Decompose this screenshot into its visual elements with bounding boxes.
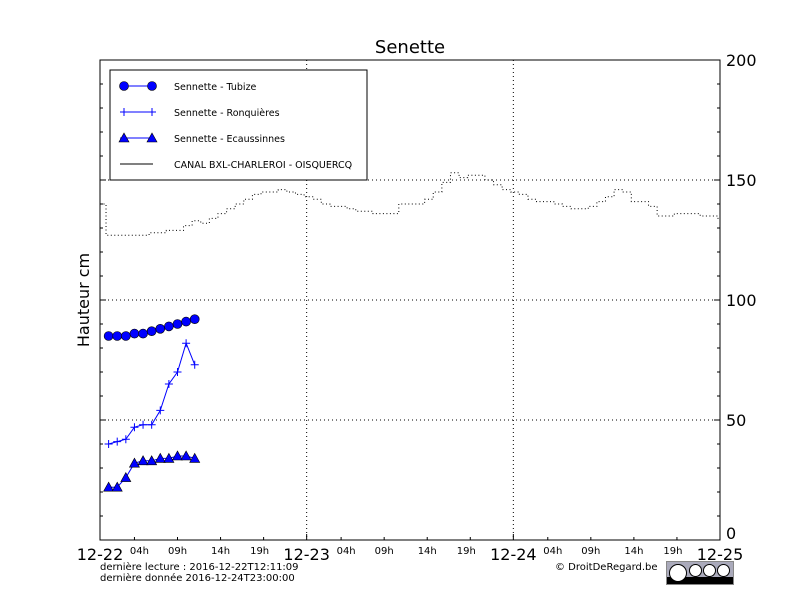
plus-mark [121,435,130,444]
legend-label: Sennette - Ecaussinnes [174,134,285,145]
x-tick-label-minor: 09h [375,546,394,557]
y-tick-label: 200 [726,51,757,70]
data-point-plus [139,420,148,429]
series-line [100,172,720,236]
x-tick-label-minor: 04h [543,546,562,557]
y-axis-label: Hauteur cm [74,253,93,347]
cc-license-badge [666,561,734,585]
plus-mark [190,360,199,369]
x-tick-label-minor: 04h [130,546,149,557]
x-tick-label-minor: 14h [418,546,437,557]
data-point-plus [130,423,139,432]
data-point-triangle [146,455,158,466]
data-point-plus [173,368,182,376]
legend: Sennette - Tubize Sennette - Ronquières Se… [109,69,368,181]
legend-label: Sennette - Tubize [174,82,257,93]
y-tick-label: 150 [726,171,757,190]
data-point-circle [155,323,166,334]
y-tick-label: 100 [726,291,757,310]
series-0 [103,314,200,341]
data-point-plus [148,108,156,116]
data-point-triangle [120,471,132,482]
x-tick-label-major: 12-23 [283,545,330,564]
data-point-triangle [128,457,140,468]
data-point-triangle [189,452,201,463]
data-point-circle [172,319,183,329]
data-point-triangle [103,481,115,492]
by-icon [689,564,702,577]
x-tick-label-minor: 14h [211,546,230,557]
data-point-triangle [171,450,184,461]
data-point-circle [181,316,191,327]
data-point-triangle [137,455,149,466]
x-tick-label-minor: 14h [624,546,643,557]
x-tick-label-minor: 19h [457,546,476,557]
plus-mark [173,368,182,376]
plus-mark [120,108,128,116]
x-tick-label-minor: 09h [168,546,187,557]
last-read-text: dernière lecture : 2016-12-22T12:11:09 [100,562,299,573]
data-point-circle [121,331,131,341]
data-point-plus [156,406,165,415]
plus-mark [182,339,191,348]
plus-mark [139,420,148,429]
series-2 [103,450,201,492]
data-point-circle [147,81,157,91]
legend-label: Sennette - Ronquières [174,108,280,119]
x-tick-label-minor: 09h [581,546,600,557]
x-tick-label-minor: 04h [337,546,356,557]
data-point-plus [164,380,173,388]
plus-mark [156,406,165,415]
data-point-plus [120,108,128,116]
series-1 [104,339,199,448]
sa-icon [717,564,730,577]
last-data-text: dernière donnée 2016-12-24T23:00:00 [100,573,295,584]
x-tick-label-minor: 19h [250,546,269,557]
data-point-triangle [180,450,192,461]
data-point-circle [189,314,200,325]
x-tick-label-major: 12-24 [490,545,537,564]
plus-mark [104,440,113,448]
data-point-circle [112,331,123,341]
data-point-circle [103,331,114,341]
legend-label: CANAL BXL-CHARLEROI - OISQUERCQ [174,160,352,171]
plus-mark [164,380,173,388]
y-tick-label: 0 [726,524,736,543]
data-point-circle [129,328,140,339]
data-point-circle [164,321,174,332]
chart-title: Senette [375,37,445,58]
data-point-triangle [146,132,158,143]
data-point-plus [121,435,130,444]
cc-icon [669,564,687,582]
data-point-plus [182,339,191,348]
plus-mark [130,423,139,432]
data-point-plus [190,360,199,369]
x-tick-label-major: 12-25 [697,545,744,564]
series-3 [100,172,720,236]
data-point-triangle [111,481,123,492]
data-point-plus [147,420,156,429]
series-group [100,172,720,492]
y-tick-label: 50 [726,411,746,430]
plus-mark [148,108,156,116]
data-point-circle [146,326,157,337]
data-point-circle [138,328,148,339]
series-line [108,341,196,445]
copyright-text: © DroitDeRegard.be [555,562,658,573]
plus-mark [147,420,156,429]
plot-frame [99,59,721,541]
data-point-circle [119,81,129,91]
ticks: 0 50 100 150 200 12-22 12-23 12-24 12-25 04h 09h 14… [77,51,757,564]
x-tick-label-major: 12-22 [77,545,124,564]
data-point-triangle [154,452,166,463]
x-tick-label-minor: 19h [663,546,682,557]
data-point-triangle [118,132,130,143]
data-point-plus [113,437,122,446]
data-point-plus [104,440,113,448]
plus-mark [113,437,122,446]
footer-info: dernière lecture : 2016-12-22T12:11:09 d… [100,562,299,584]
data-point-triangle [163,452,175,463]
nc-icon [703,564,716,577]
